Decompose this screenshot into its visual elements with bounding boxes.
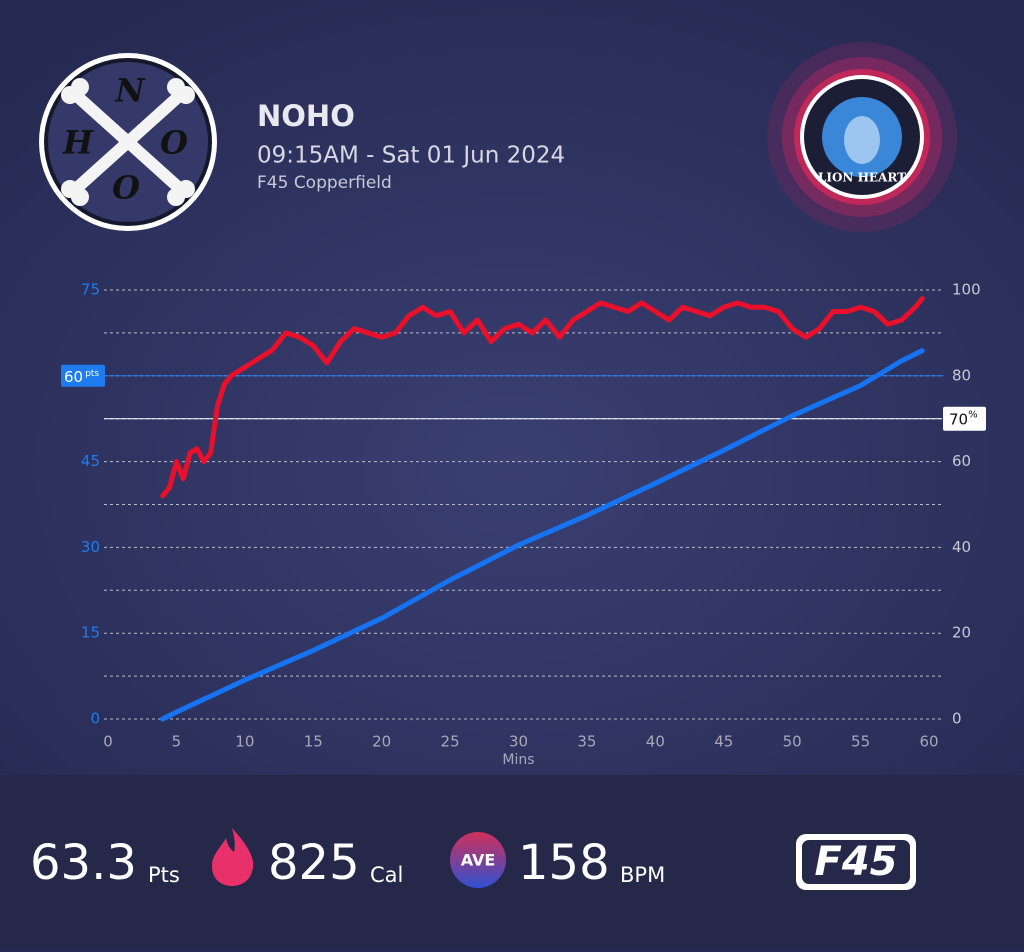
- x-tick-label: 10: [235, 733, 254, 751]
- logo-letter: O: [160, 124, 188, 162]
- calories-unit: Cal: [370, 863, 403, 887]
- y-tick-label: 15: [81, 624, 100, 642]
- target-label: 60 pts: [64, 367, 99, 385]
- x-tick-label: 30: [509, 733, 528, 751]
- y2-tick-label: 80: [952, 366, 971, 384]
- badge-text: LION HEART: [818, 171, 906, 185]
- x-tick-label: 45: [714, 733, 733, 751]
- x-tick-label: 0: [103, 733, 113, 751]
- y-tick-label: 75: [81, 281, 100, 299]
- x-axis-label: Mins: [502, 752, 534, 768]
- calorie-icon: [212, 828, 254, 886]
- y2-tick-label: 20: [952, 624, 971, 642]
- logo-letter: H: [62, 124, 95, 162]
- threshold-box: [943, 406, 986, 431]
- logo-letter: O: [112, 169, 140, 207]
- ave-label: AVE: [461, 851, 496, 870]
- bpm-value: 158: [518, 835, 610, 891]
- y2-tick-label: 40: [952, 538, 971, 556]
- target-unit: pts: [85, 368, 99, 378]
- x-tick-label: 5: [172, 733, 182, 751]
- badge: LION HEART: [767, 42, 957, 232]
- bpm-unit: BPM: [620, 863, 665, 887]
- y-tick-label: 30: [81, 538, 100, 556]
- x-tick-label: 55: [851, 733, 870, 751]
- threshold-label: 70%: [949, 410, 978, 429]
- x-tick-label: 35: [577, 733, 596, 751]
- session-datetime: 09:15AM - Sat 01 Jun 2024: [257, 143, 565, 169]
- x-tick-label: 20: [372, 733, 391, 751]
- y-tick-label: 0: [90, 710, 100, 728]
- data-line: [160, 348, 925, 722]
- location: F45 Copperfield: [257, 173, 392, 193]
- target-value: 60: [64, 367, 83, 385]
- x-tick-label: 15: [304, 733, 323, 751]
- brand-logo: F45: [796, 834, 916, 890]
- target-box: [61, 364, 105, 387]
- data-line: [160, 296, 925, 499]
- y2-tick-label: 0: [952, 710, 962, 728]
- team-logo: N H O O: [39, 53, 217, 231]
- calories-value: 825: [268, 835, 360, 891]
- brand-text: F45: [815, 839, 898, 885]
- x-tick-label: 50: [783, 733, 802, 751]
- y2-tick-label: 60: [952, 452, 971, 470]
- points-value: 63.3: [30, 835, 137, 891]
- team-name: NOHO: [257, 99, 355, 133]
- x-tick-label: 25: [441, 733, 460, 751]
- x-tick-label: 60: [919, 733, 938, 751]
- threshold-unit: %: [968, 410, 978, 421]
- ave-icon: [450, 832, 506, 888]
- logo-letter: N: [114, 72, 146, 110]
- y2-tick-label: 100: [952, 281, 981, 299]
- y-tick-label: 45: [81, 452, 100, 470]
- x-tick-label: 40: [646, 733, 665, 751]
- threshold-value: 70: [949, 410, 968, 428]
- points-unit: Pts: [148, 863, 180, 887]
